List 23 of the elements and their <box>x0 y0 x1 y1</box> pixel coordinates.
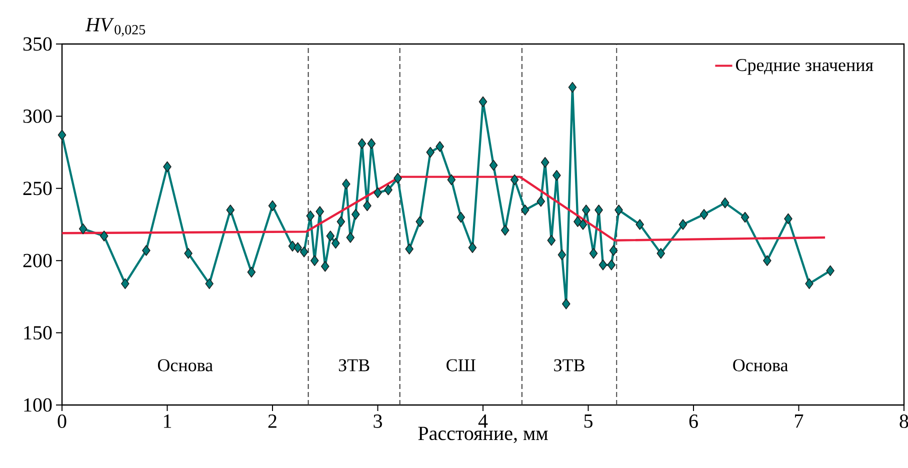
annotation: ЗТВ <box>338 359 370 372</box>
x-tick-label: 4 <box>478 414 488 428</box>
x-tick-label: 0 <box>58 414 66 428</box>
y-axis-title: HV$_{0,025}$ <box>85 18 146 36</box>
y-tick-label: 100 <box>24 398 52 412</box>
y-tick-label: 150 <box>24 326 52 340</box>
annotation: Основа <box>733 359 788 372</box>
y-tick-label: 350 <box>23 37 52 51</box>
y-tick-label: 250 <box>23 182 52 196</box>
y-tick-label: 200 <box>23 254 52 268</box>
y-tick-label: 300 <box>23 109 52 123</box>
annotation: СШ <box>446 359 476 372</box>
x-tick-label: 2 <box>268 414 276 428</box>
x-tick-label: 7 <box>795 414 804 428</box>
x-axis-title: Расстояние, мм <box>418 426 548 444</box>
x-tick-label: 1 <box>164 414 172 428</box>
annotation: ЗТВ <box>554 359 584 372</box>
x-tick-label: 6 <box>689 414 698 428</box>
annotation: Основа <box>158 359 213 372</box>
x-tick-label: 3 <box>374 414 382 428</box>
x-tick-label: 5 <box>584 414 592 428</box>
legend-label: Средние значения <box>736 59 874 75</box>
x-tick-label: 8 <box>900 414 908 428</box>
